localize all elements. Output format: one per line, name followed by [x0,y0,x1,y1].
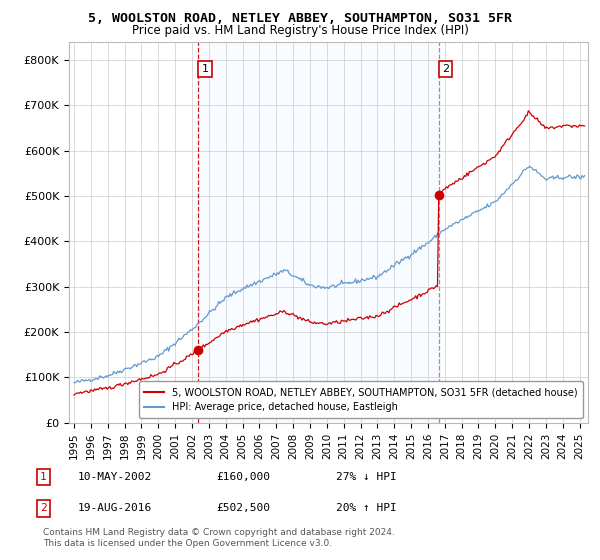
Text: Contains HM Land Registry data © Crown copyright and database right 2024.
This d: Contains HM Land Registry data © Crown c… [43,528,395,548]
Text: 1: 1 [202,64,208,74]
Text: 5, WOOLSTON ROAD, NETLEY ABBEY, SOUTHAMPTON, SO31 5FR: 5, WOOLSTON ROAD, NETLEY ABBEY, SOUTHAMP… [88,12,512,25]
Legend: 5, WOOLSTON ROAD, NETLEY ABBEY, SOUTHAMPTON, SO31 5FR (detached house), HPI: Ave: 5, WOOLSTON ROAD, NETLEY ABBEY, SOUTHAMP… [139,381,583,418]
Text: 1: 1 [40,472,47,482]
Bar [198,42,439,423]
Text: 19-AUG-2016: 19-AUG-2016 [78,503,152,514]
Text: Price paid vs. HM Land Registry's House Price Index (HPI): Price paid vs. HM Land Registry's House … [131,24,469,37]
Text: £502,500: £502,500 [216,503,270,514]
Text: 2: 2 [442,64,449,74]
Text: 27% ↓ HPI: 27% ↓ HPI [336,472,397,482]
Text: 10-MAY-2002: 10-MAY-2002 [78,472,152,482]
Text: £160,000: £160,000 [216,472,270,482]
Text: 20% ↑ HPI: 20% ↑ HPI [336,503,397,514]
Text: 2: 2 [40,503,47,514]
